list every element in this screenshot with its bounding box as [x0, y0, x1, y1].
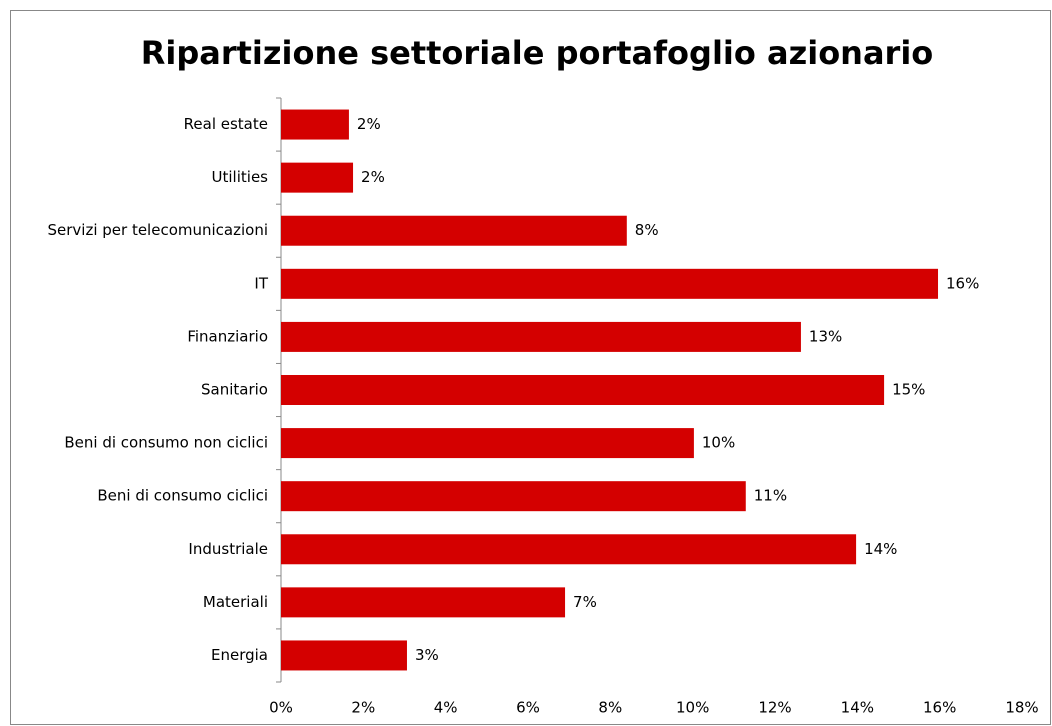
- x-tick-label: 0%: [269, 699, 293, 717]
- bar: [281, 428, 694, 459]
- chart-frame: [10, 10, 1051, 725]
- bar: [281, 587, 566, 618]
- x-tick-label: 4%: [434, 699, 458, 717]
- value-label: 2%: [357, 115, 381, 133]
- bar: [281, 534, 857, 565]
- x-tick-label: 8%: [598, 699, 622, 717]
- bar: [281, 321, 801, 352]
- value-label: 2%: [361, 168, 385, 186]
- value-label: 10%: [702, 434, 735, 452]
- bar: [281, 162, 354, 193]
- y-tick-label: Finanziario: [187, 327, 268, 345]
- value-label: 14%: [864, 540, 897, 558]
- y-tick-label: Sanitario: [201, 381, 268, 399]
- bar: [281, 640, 407, 671]
- x-tick-label: 16%: [923, 699, 956, 717]
- y-tick-label: Energia: [211, 646, 268, 664]
- value-label: 15%: [892, 381, 925, 399]
- value-label: 11%: [754, 487, 787, 505]
- x-tick-label: 6%: [516, 699, 540, 717]
- value-label: 3%: [415, 646, 439, 664]
- bar: [281, 109, 349, 140]
- value-label: 8%: [635, 221, 659, 239]
- value-label: 16%: [946, 274, 979, 292]
- bar: [281, 375, 885, 405]
- x-tick-label: 14%: [841, 699, 874, 717]
- x-tick-label: 2%: [351, 699, 375, 717]
- x-tick-label: 12%: [758, 699, 791, 717]
- y-tick-label: Beni di consumo non ciclici: [64, 434, 268, 452]
- y-tick-label: Utilities: [212, 168, 269, 186]
- y-tick-label: Real estate: [184, 115, 268, 133]
- bar: [281, 268, 939, 299]
- bar: [281, 481, 746, 512]
- x-tick-label: 18%: [1005, 699, 1038, 717]
- y-tick-label: Servizi per telecomunicazioni: [47, 221, 268, 239]
- bar: [281, 215, 627, 246]
- value-label: 7%: [573, 593, 597, 611]
- x-tick-label: 10%: [676, 699, 709, 717]
- y-tick-label: Beni di consumo ciclici: [97, 487, 268, 505]
- chart-title: Ripartizione settoriale portafoglio azio…: [141, 34, 934, 72]
- y-tick-label: Industriale: [188, 540, 268, 558]
- value-label: 13%: [809, 327, 842, 345]
- y-tick-label: Materiali: [203, 593, 268, 611]
- y-tick-label: IT: [254, 274, 268, 292]
